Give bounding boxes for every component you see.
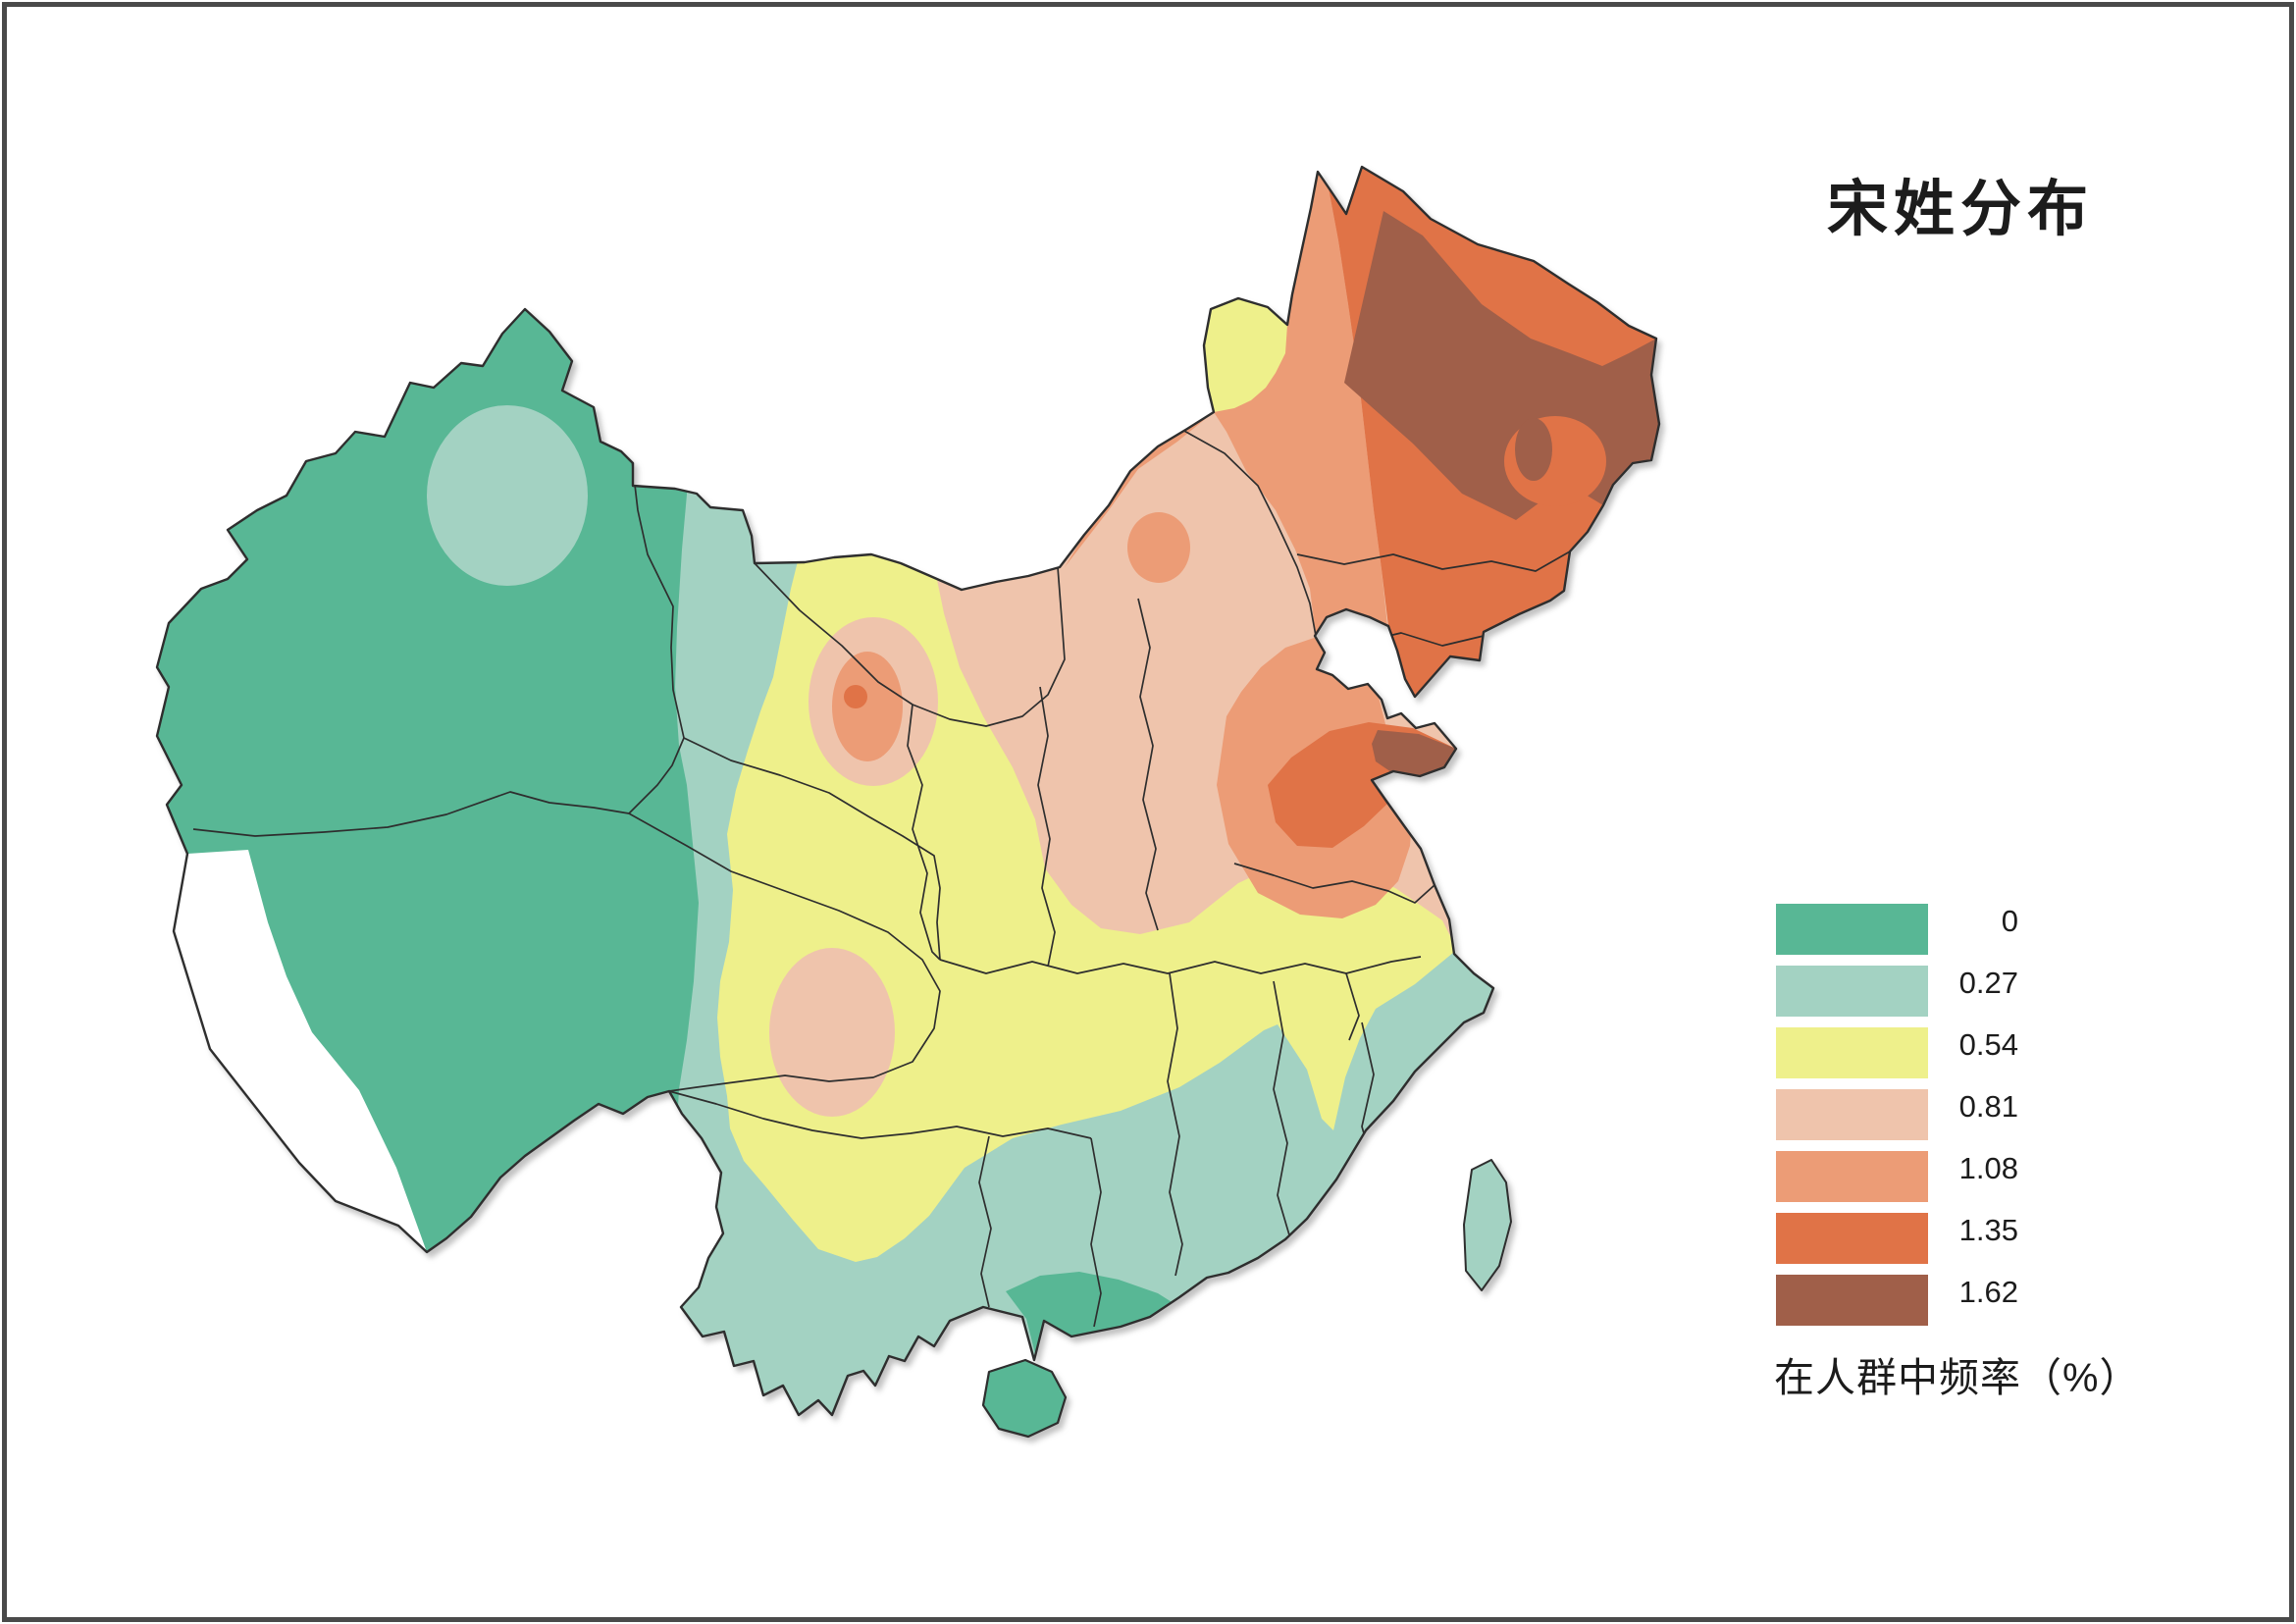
legend-row: 1.62 [1776,1275,2018,1326]
legend: 0 0.27 0.54 0.81 1.08 1.35 1.62 [1776,904,2018,1336]
region-108-lanzhou [832,652,903,761]
legend-swatch-162 [1776,1275,1928,1326]
region-054-wedge-ne [1204,298,1287,412]
page-title: 宋姓分布 [1827,176,2095,243]
region-135-lanzhou-dot [844,685,867,708]
region-081-sichuan [769,948,895,1117]
legend-label-054: 0.54 [1958,1027,2018,1062]
legend-label-108: 1.08 [1958,1151,2018,1185]
legend-swatch-054 [1776,1027,1928,1078]
legend-row: 1.35 [1776,1213,2018,1264]
legend-swatch-081 [1776,1089,1928,1140]
legend-swatch-027 [1776,966,1928,1017]
region-027-xinjiang-patch [427,405,588,586]
legend-label-162: 1.62 [1958,1275,2018,1309]
region-162-shandong-tip [1372,730,1456,778]
legend-swatch-108 [1776,1151,1928,1202]
no-data-region [174,850,427,1252]
legend-row: 0.54 [1776,1027,2018,1078]
region-0-south-coast [1006,1272,1217,1362]
region-162-blob-ne [1515,418,1552,481]
region-108-dot-ordos [1127,512,1190,583]
legend-row: 0 [1776,904,2018,955]
legend-label-081: 0.81 [1958,1089,2018,1124]
taiwan-island [1463,1159,1512,1291]
legend-row: 1.08 [1776,1151,2018,1202]
legend-caption: 在人群中频率（%） [1774,1355,2141,1400]
hainan-island [981,1358,1068,1439]
legend-label-027: 0.27 [1958,966,2018,1000]
region-081-strip-ne [1065,412,1316,655]
legend-label-135: 1.35 [1958,1213,2018,1247]
legend-row: 0.27 [1776,966,2018,1017]
province-borders [192,429,1571,1328]
china-outline [155,165,1661,1417]
legend-row: 0.81 [1776,1089,2018,1140]
legend-swatch-135 [1776,1213,1928,1264]
legend-swatch-0 [1776,904,1928,955]
legend-label-0: 0 [2001,904,2018,938]
